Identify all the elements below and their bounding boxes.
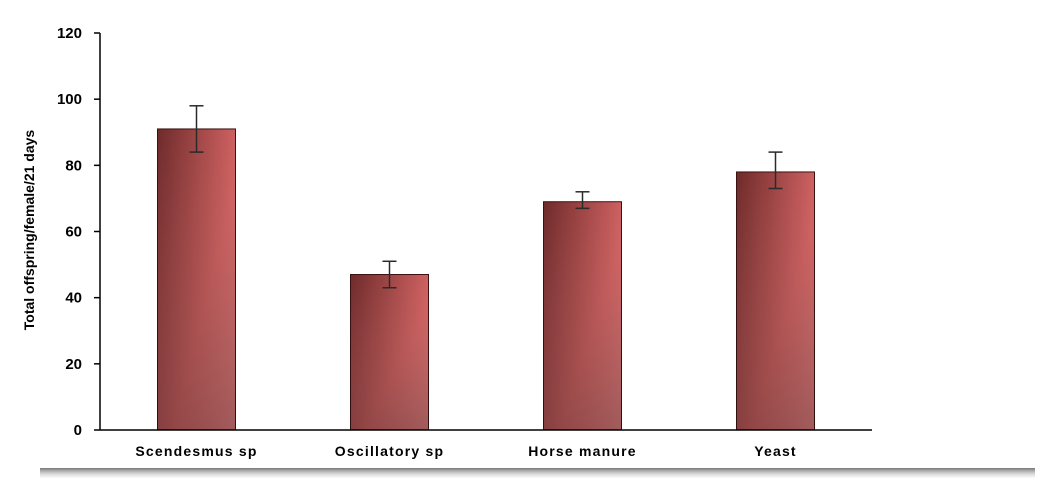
bottom-shadow [40, 468, 1035, 478]
y-tick-label: 80 [65, 157, 82, 174]
x-tick-label: Oscillatory sp [335, 443, 444, 459]
y-tick-label: 20 [65, 356, 82, 373]
bar-shade [157, 128, 236, 431]
x-tick-label: Horse manure [528, 443, 637, 459]
y-tick-label: 60 [65, 224, 82, 241]
bar-shade [736, 171, 815, 430]
x-tick-label: Yeast [754, 443, 797, 459]
y-axis: 0 20 40 60 80 100 120 [57, 25, 101, 439]
y-axis-label: Total offspring/female/21 days [21, 130, 37, 331]
x-axis: Scendesmus sp Oscillatory sp Horse manure Y… [100, 429, 872, 459]
bars [157, 128, 815, 431]
y-tick-label: 100 [57, 91, 82, 108]
x-tick-label: Scendesmus sp [135, 443, 257, 459]
y-tick-label: 120 [57, 25, 82, 42]
bar-shade [350, 274, 429, 430]
y-tick-label: 40 [65, 290, 82, 307]
error-bars [189, 105, 783, 289]
bar-shade [543, 201, 622, 430]
y-tick-label: 0 [74, 422, 82, 439]
